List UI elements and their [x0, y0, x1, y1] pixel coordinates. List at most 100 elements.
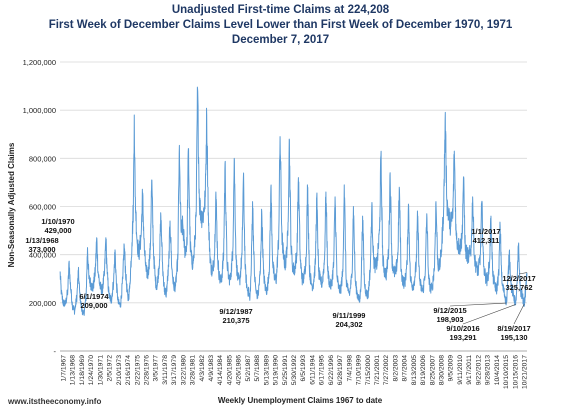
x-tick-label: 8/2/2003	[392, 355, 399, 382]
y-tick-label: 200,000	[29, 299, 56, 308]
x-tick-label: 9/5/2009	[448, 355, 455, 382]
x-tick-label: 10/10/2015	[503, 355, 510, 389]
y-tick-label: 800,000	[29, 154, 56, 163]
x-tick-label: 1/18/1969	[79, 355, 86, 385]
annotation-date: 8/19/2017	[497, 324, 530, 333]
chart-title: Unadjusted First-time Claims at 224,208	[171, 4, 390, 16]
annotation-date: 1/1/2017	[471, 227, 500, 236]
gridlines	[60, 61, 527, 352]
x-tick-label: 2/28/1976	[143, 355, 150, 385]
y-tick-label: -	[54, 347, 57, 356]
x-tick-label: 8/30/2008	[439, 355, 446, 385]
annotation-date: 12/2/2017	[502, 274, 535, 283]
x-tick-label: 1/24/1970	[88, 355, 95, 385]
x-axis-ticks: 1/7/1967 1/13/1968 1/18/1969 1/24/1970 1/30/…	[61, 355, 529, 389]
annotation-value: 209,000	[80, 301, 107, 310]
x-tick-label: 5/7/1988	[254, 355, 261, 382]
x-tick-label: 6/22/1996	[328, 355, 335, 385]
x-tick-label: 1/13/1968	[70, 355, 77, 385]
x-tick-label: 1/30/1971	[97, 355, 104, 385]
annotation-value: 429,000	[44, 226, 71, 235]
chart-subtitle: First Week of December Claims Level Lowe…	[48, 19, 513, 31]
annotation-value: 198,903	[436, 315, 463, 324]
series-line	[59, 86, 528, 316]
y-tick-label: 1,000,000	[23, 106, 56, 115]
x-tick-label: 5/2/1987	[245, 355, 252, 382]
annotation-leader	[462, 304, 516, 325]
x-tick-label: 5/13/1989	[263, 355, 270, 385]
x-tick-label: 9/28/2013	[485, 355, 492, 385]
annotation-date: 9/12/1987	[219, 307, 252, 316]
x-tick-label: 4/3/1982	[199, 355, 206, 382]
x-tick-label: 6/5/1993	[300, 355, 307, 382]
x-tick-label: 2/16/1974	[125, 355, 132, 385]
annotation-value: 373,000	[28, 245, 55, 254]
x-tick-label: 7/15/2000	[365, 355, 372, 385]
chart-title-block: Unadjusted First-time Claims at 224,208 …	[0, 3, 561, 48]
annotation-leader	[518, 272, 527, 275]
x-tick-label: 9/22/2012	[475, 355, 482, 385]
y-tick-label: 1,200,000	[23, 58, 56, 67]
annotation-value: 210,375	[222, 316, 249, 325]
x-tick-label: 3/28/1981	[190, 355, 197, 385]
series-layer	[59, 86, 528, 316]
x-tick-label: 8/7/2004	[402, 355, 409, 382]
x-tick-label: 7/10/1999	[356, 355, 363, 385]
x-tick-label: 10/4/2014	[494, 355, 501, 385]
x-tick-label: 7/4/1998	[346, 355, 353, 382]
x-tick-label: 6/17/1995	[319, 355, 326, 385]
x-tick-label: 4/26/1986	[236, 355, 243, 385]
annotation-leader	[449, 302, 507, 307]
x-tick-label: 7/21/2001	[374, 355, 381, 385]
x-tick-label: 9/17/2011	[466, 355, 473, 385]
annotation-value: 325,762	[505, 283, 532, 292]
x-tick-label: 5/25/1991	[282, 355, 289, 385]
source-credit: www.itstheeconomy.info	[8, 397, 102, 406]
x-tick-label: 3/17/1979	[171, 355, 178, 385]
x-tick-label: 3/11/1978	[162, 355, 169, 385]
annotation-date: 9/10/2016	[446, 324, 479, 333]
x-tick-label: 8/25/2007	[429, 355, 436, 385]
x-tick-label: 4/20/1985	[226, 355, 233, 385]
annotation-date: 1/10/1970	[41, 217, 74, 226]
x-tick-label: 6/11/1994	[309, 355, 316, 385]
x-tick-label: 1/7/1967	[61, 355, 68, 382]
x-tick-label: 10/21/2017	[522, 355, 529, 389]
x-tick-label: 10/15/2016	[512, 355, 519, 389]
y-tick-label: 400,000	[29, 251, 56, 260]
annotation-value: 412,311	[473, 236, 500, 245]
x-tick-label: 6/28/1997	[337, 355, 344, 385]
x-tick-label: 8/19/2006	[420, 355, 427, 385]
annotation-date: 9/12/2015	[433, 306, 466, 315]
annotation-value: 204,302	[335, 320, 362, 329]
annotation-date: 9/11/1999	[333, 311, 366, 320]
x-tick-label: 2/10/1973	[116, 355, 123, 385]
annotation-date: 1/13/1968	[25, 236, 58, 245]
annotation-value: 195,130	[500, 333, 527, 342]
y-axis-ticks: - 200,000 400,000 600,000 800,000 1,000,000 1,…	[23, 58, 57, 356]
x-tick-label: 5/19/1990	[273, 355, 280, 385]
x-tick-label: 2/22/1975	[134, 355, 141, 385]
annotation-leader	[513, 303, 525, 325]
x-tick-label: 8/13/2005	[411, 355, 418, 385]
x-tick-label: 9/11/2010	[457, 355, 464, 385]
x-tick-label: 4/9/1983	[208, 355, 215, 382]
y-axis-title: Non-Seasonally Adjusted Claims	[7, 142, 16, 267]
x-tick-label: 4/14/1984	[217, 355, 224, 385]
x-tick-label: 5/30/1992	[291, 355, 298, 385]
x-tick-label: 3/5/1977	[153, 355, 160, 382]
chart-date: December 7, 2017	[231, 34, 330, 46]
x-tick-label: 3/22/1980	[180, 355, 187, 385]
annotation-value: 193,291	[449, 333, 476, 342]
